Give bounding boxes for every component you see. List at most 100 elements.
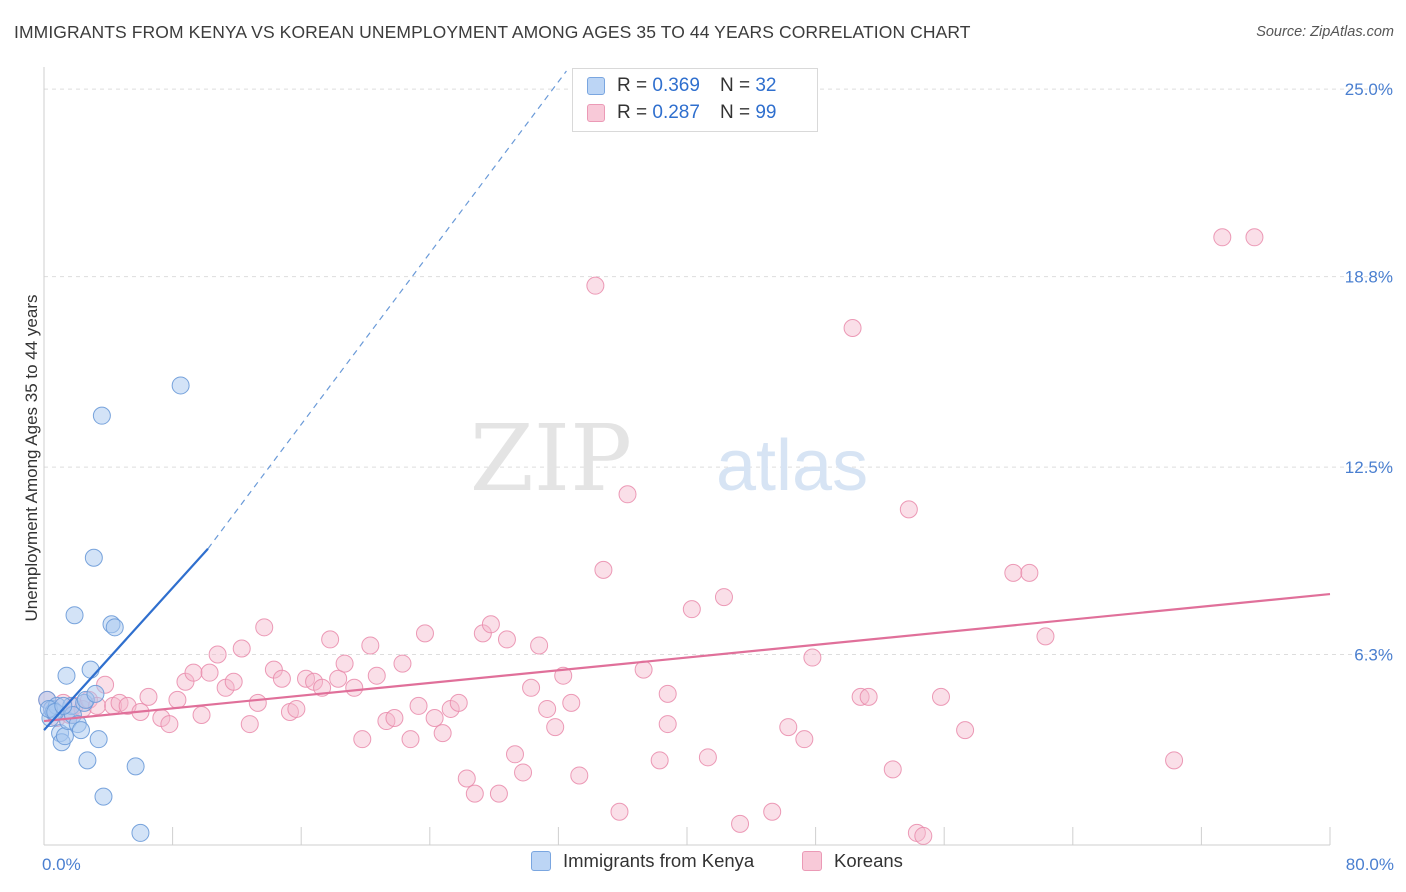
data-point-koreans [329, 669, 348, 688]
y-tick-label: 18.8% [1345, 268, 1393, 287]
data-point-koreans [335, 654, 354, 673]
legend-r-label-koreans: R = [617, 102, 648, 123]
chart-title: IMMIGRANTS FROM KENYA VS KOREAN UNEMPLOY… [14, 22, 971, 42]
legend-item-kenya[interactable]: Immigrants from Kenya [531, 850, 754, 872]
data-point-koreans [731, 814, 750, 833]
trend-line-kenya-extension [207, 70, 567, 550]
data-point-koreans [779, 718, 798, 737]
data-point-kenya [92, 406, 111, 425]
data-point-koreans [618, 485, 637, 504]
data-point-kenya [84, 548, 103, 567]
data-point-koreans [682, 600, 701, 619]
data-point-koreans [465, 784, 484, 803]
data-point-koreans [367, 666, 386, 685]
data-point-koreans [313, 678, 332, 697]
axis-layer [43, 67, 1331, 846]
koreans-series [38, 228, 1264, 845]
data-point-koreans [481, 615, 500, 634]
data-point-koreans [1245, 228, 1264, 247]
legend-label-kenya: Immigrants from Kenya [563, 850, 755, 871]
data-point-koreans [200, 663, 219, 682]
data-point-kenya [126, 757, 145, 776]
legend-r-label-kenya: R = [617, 75, 648, 96]
legend-swatch-kenya [587, 77, 605, 95]
data-point-kenya [54, 696, 73, 715]
x-tick-label: 80.0% [1346, 855, 1394, 874]
data-point-koreans [224, 672, 243, 691]
data-point-koreans [546, 718, 565, 737]
data-point-kenya [89, 730, 108, 749]
data-point-koreans [208, 645, 227, 664]
data-point-koreans [1213, 228, 1232, 247]
data-point-koreans [353, 730, 372, 749]
data-point-kenya [86, 684, 105, 703]
data-point-koreans [248, 693, 267, 712]
chart-source: Source: ZipAtlas.com [1256, 24, 1394, 40]
data-point-koreans [272, 669, 291, 688]
data-point-kenya [94, 787, 113, 806]
data-point-koreans [240, 715, 259, 734]
data-point-koreans [425, 709, 444, 728]
legend-row-kenya: R = 0.369 N = 32 [587, 74, 776, 98]
legend-label-koreans: Koreans [834, 850, 903, 871]
data-point-koreans [184, 663, 203, 682]
data-point-kenya [71, 721, 90, 740]
data-point-koreans [409, 696, 428, 715]
data-point-koreans [321, 630, 340, 649]
correlation-legend: R = 0.369 N = 32 R = 0.287 N = 99 [572, 68, 818, 132]
data-point-koreans [586, 276, 605, 295]
data-point-koreans [610, 802, 629, 821]
data-point-kenya [57, 666, 76, 685]
legend-swatch-koreans [587, 104, 605, 122]
data-point-koreans [554, 666, 573, 685]
data-point-koreans [899, 500, 918, 519]
y-axis-label: Unemployment Among Ages 35 to 44 years [22, 295, 41, 622]
x-tick-label: 0.0% [42, 855, 81, 874]
data-point-koreans [570, 766, 589, 785]
legend-n-value-kenya: 32 [755, 75, 777, 96]
data-point-kenya [105, 618, 124, 637]
legend-r-value-koreans: 0.287 [652, 102, 700, 123]
legend-swatch-koreans-bottom [802, 851, 822, 871]
y-tick-label: 6.3% [1354, 646, 1393, 665]
trend-lines [43, 70, 1331, 731]
data-point-koreans [1036, 627, 1055, 646]
data-point-koreans [393, 654, 412, 673]
legend-row-koreans: R = 0.287 N = 99 [587, 101, 776, 125]
data-point-koreans [859, 687, 878, 706]
watermark: ZIP atlas [470, 405, 868, 512]
data-point-koreans [168, 690, 187, 709]
data-point-koreans [658, 684, 677, 703]
data-point-kenya [78, 751, 97, 770]
data-point-koreans [457, 769, 476, 788]
data-point-koreans [514, 763, 533, 782]
data-point-koreans [232, 639, 251, 658]
data-point-koreans [345, 678, 364, 697]
data-point-koreans [385, 709, 404, 728]
y-tick-label: 25.0% [1345, 80, 1393, 99]
watermark-atlas: atlas [716, 426, 868, 506]
legend-item-koreans[interactable]: Koreans [802, 850, 903, 872]
data-point-koreans [401, 730, 420, 749]
data-point-koreans [1165, 751, 1184, 770]
data-point-kenya [81, 660, 100, 679]
data-point-koreans [160, 715, 179, 734]
watermark-zip: ZIP [470, 405, 632, 512]
data-point-koreans [634, 660, 653, 679]
data-point-koreans [914, 826, 933, 845]
data-point-koreans [658, 715, 677, 734]
data-point-koreans [956, 721, 975, 740]
data-point-kenya [55, 727, 74, 746]
legend-n-label-koreans: N = [719, 102, 751, 123]
data-point-koreans [415, 624, 434, 643]
data-point-koreans [795, 730, 814, 749]
kenya-series [38, 376, 190, 842]
series-legend: Immigrants from Kenya Koreans [0, 850, 1406, 880]
data-point-kenya [171, 376, 190, 395]
legend-n-value-koreans: 99 [755, 102, 777, 123]
data-point-koreans [255, 618, 274, 637]
data-point-koreans [1020, 563, 1039, 582]
data-point-koreans [931, 687, 950, 706]
data-point-koreans [497, 630, 516, 649]
